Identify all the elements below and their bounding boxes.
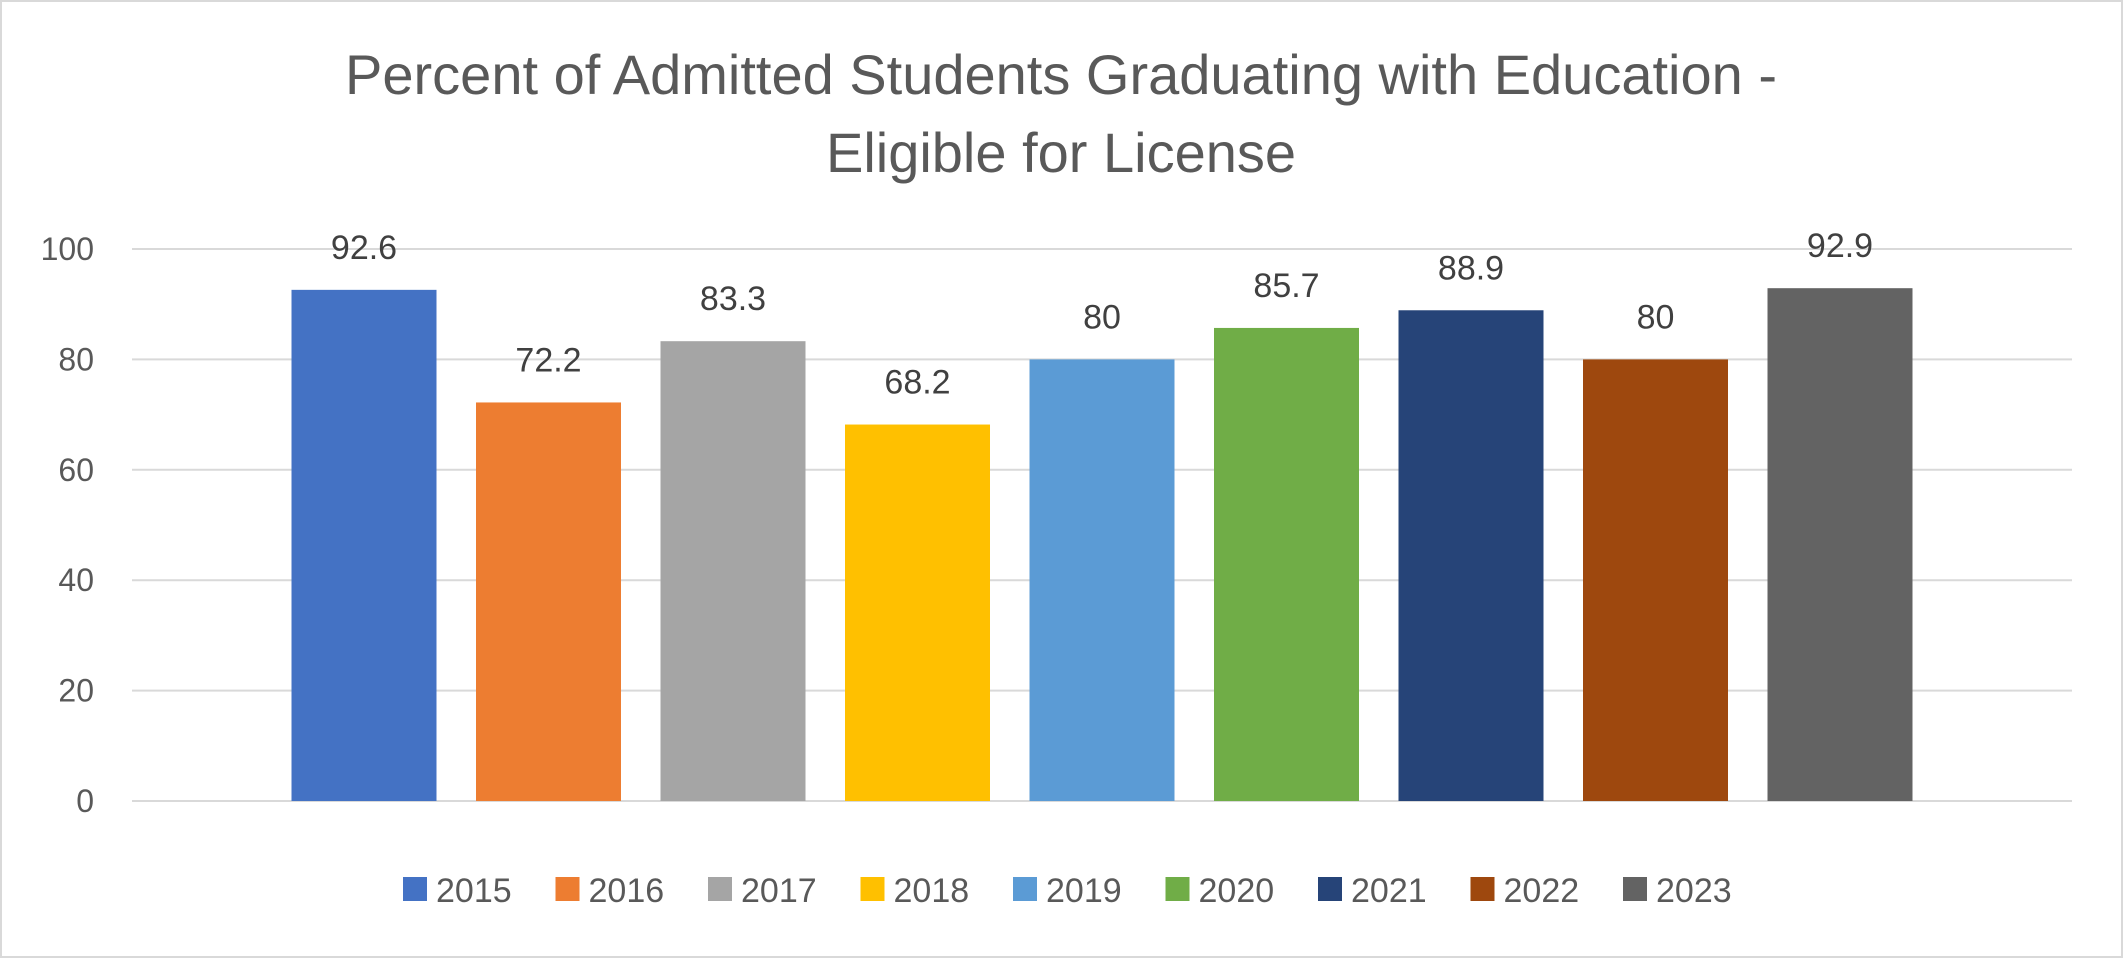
y-tick-label: 100 [41,231,94,267]
y-tick-label: 40 [58,562,94,598]
legend-swatch-2015 [403,877,427,901]
y-tick-label: 80 [58,341,94,377]
legend-label-2021: 2021 [1351,872,1427,910]
legend-swatch-2018 [860,877,885,901]
data-label-2019: 80 [1083,298,1121,336]
legend-swatch-2019 [1013,877,1037,901]
y-axis-tick-labels: 0 20 40 60 80 100 [41,231,94,819]
bar-2019 [1029,359,1175,801]
bar-2022 [1583,359,1728,801]
legend-swatch-2020 [1165,877,1190,901]
legend-label-2020: 2020 [1199,872,1275,910]
y-tick-label: 20 [58,673,94,709]
data-label-2021: 88.9 [1438,249,1504,287]
bar-2015 [291,289,437,801]
data-labels: 92.6 72.2 83.3 68.2 80 85.7 88.9 80 92.9 [331,227,1873,401]
legend: 2015 2016 2017 2018 2019 2020 2021 2022 2023 [403,872,1732,910]
legend-label-2017: 2017 [741,872,817,910]
y-tick-label: 60 [58,452,94,488]
data-label-2016: 72.2 [515,341,581,379]
legend-label-2019: 2019 [1046,872,1122,910]
legend-swatch-2023 [1623,877,1647,901]
legend-swatch-2016 [555,877,580,901]
legend-swatch-2022 [1470,877,1495,901]
legend-label-2016: 2016 [589,872,665,910]
data-label-2022: 80 [1637,298,1675,336]
bar-2017 [660,341,806,801]
bar-2021 [1398,310,1544,801]
bar-2016 [476,402,621,801]
legend-label-2015: 2015 [436,872,512,910]
y-tick-label: 0 [76,783,94,819]
chart-title: Percent of Admitted Students Graduating … [345,43,1777,184]
legend-label-2023: 2023 [1656,872,1732,910]
data-label-2020: 85.7 [1253,267,1319,305]
bar-2020 [1214,327,1359,801]
data-label-2017: 83.3 [700,280,766,318]
data-label-2018: 68.2 [884,364,950,402]
legend-swatch-2017 [708,877,732,901]
bar-2023 [1767,288,1913,801]
chart-title-line-1: Percent of Admitted Students Graduating … [345,43,1777,106]
legend-swatch-2021 [1318,877,1342,901]
legend-label-2018: 2018 [894,872,970,910]
bars [291,288,1913,801]
data-label-2023: 92.9 [1807,227,1873,265]
bar-2018 [845,424,990,801]
data-label-2015: 92.6 [331,229,397,267]
legend-label-2022: 2022 [1504,872,1580,910]
chart-title-line-2: Eligible for License [826,121,1296,184]
